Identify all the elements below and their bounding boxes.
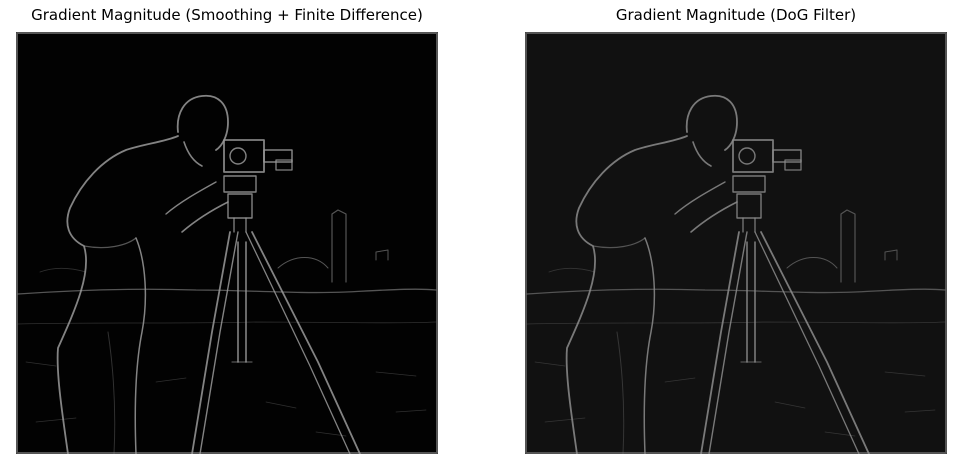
panel-title: Gradient Magnitude (DoG Filter) xyxy=(615,6,857,24)
panel-smoothing-finite-difference: Gradient Magnitude (Smoothing + Finite D… xyxy=(16,0,438,464)
panel-dog-filter: Gradient Magnitude (DoG Filter) xyxy=(525,0,947,464)
panel-title: Gradient Magnitude (Smoothing + Finite D… xyxy=(31,6,423,24)
gradient-magnitude-image xyxy=(525,32,947,454)
gradient-magnitude-image xyxy=(16,32,438,454)
